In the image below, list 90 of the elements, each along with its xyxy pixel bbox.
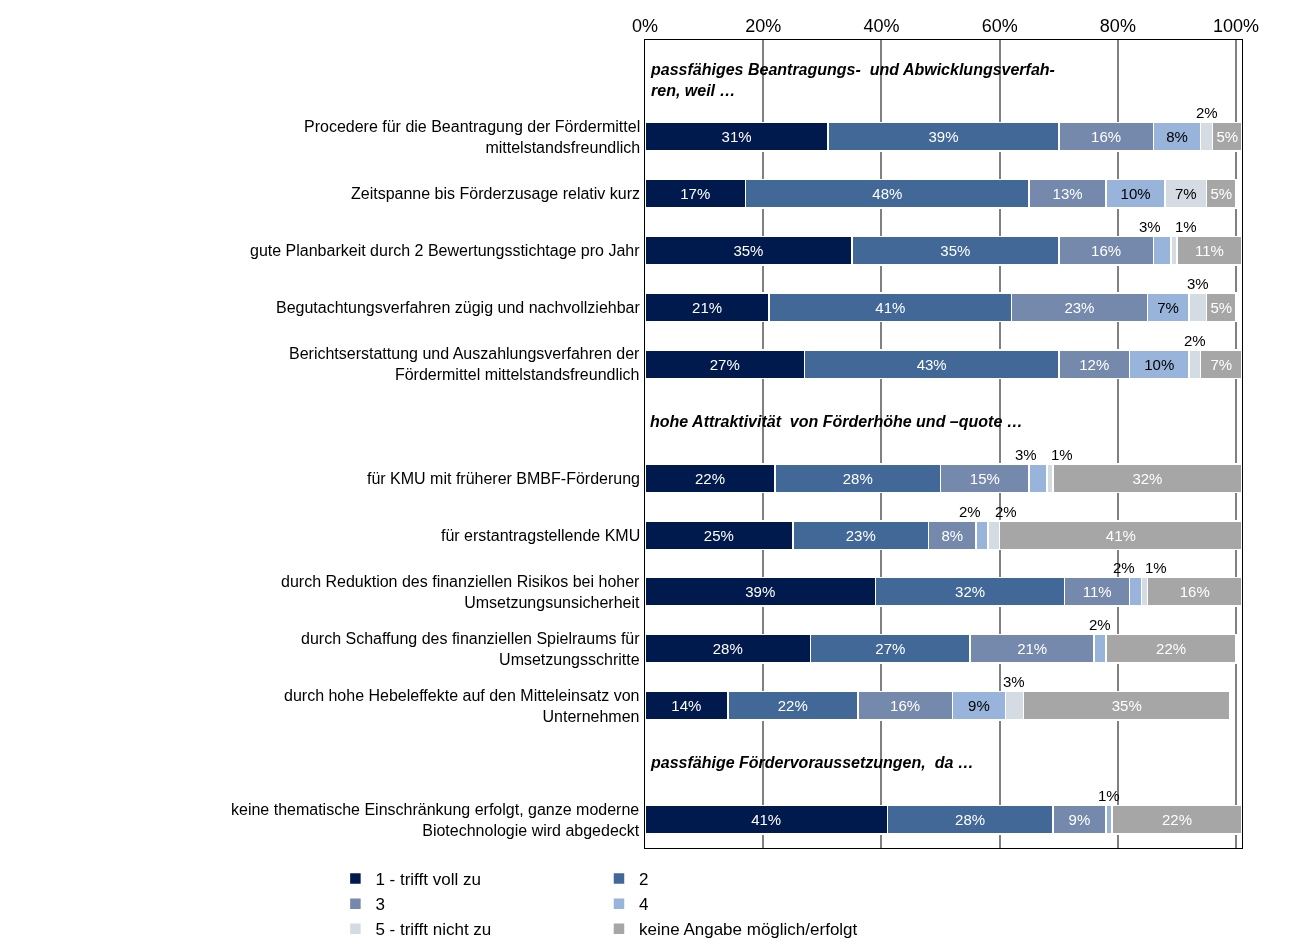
data-label: 35% xyxy=(940,242,971,260)
x-tick-label: 100% xyxy=(1213,15,1260,36)
x-tick-label: 40% xyxy=(863,15,900,36)
data-label: 5% xyxy=(1216,128,1239,146)
y-tick-label: für KMU mit früherer BMBF-Förderung xyxy=(367,470,640,487)
x-tick-label: 80% xyxy=(1099,15,1136,36)
data-label: 3% xyxy=(1015,446,1037,463)
data-label: 11% xyxy=(1195,242,1224,260)
data-label: 14% xyxy=(671,697,702,715)
data-label: 22% xyxy=(695,469,726,487)
data-label: 27% xyxy=(709,355,740,373)
data-label: 11% xyxy=(1082,583,1112,601)
data-label: 16% xyxy=(1091,242,1122,260)
data-label: 35% xyxy=(733,242,764,260)
data-label: 9% xyxy=(968,697,990,715)
data-label: 3% xyxy=(1139,218,1161,235)
data-label: 28% xyxy=(842,469,873,487)
legend-label: 5 - trifft nicht zu xyxy=(375,920,492,940)
data-label: 21% xyxy=(692,298,723,316)
data-label: 7% xyxy=(1157,298,1179,316)
data-label: 16% xyxy=(1179,583,1210,601)
data-label: 5% xyxy=(1210,185,1233,203)
data-label: 31% xyxy=(721,128,752,146)
y-tick-label: gute Planbarkeit durch 2 Bewertungsstichtage pro Jahr xyxy=(250,242,641,259)
data-label: 28% xyxy=(955,811,986,829)
data-label: 28% xyxy=(712,640,743,658)
data-label: 15% xyxy=(969,469,1000,487)
legend-label: 2 xyxy=(638,870,649,890)
data-label: 39% xyxy=(745,583,776,601)
y-tick-label: durch hohe Hebeleffekte auf den Mitteleinsatz von Unternehmen xyxy=(284,687,640,725)
data-label: 12% xyxy=(1079,355,1110,373)
data-label: 27% xyxy=(875,640,906,658)
data-label: 23% xyxy=(1064,298,1095,316)
data-label: 8% xyxy=(1166,128,1188,146)
data-label: 2% xyxy=(1089,616,1111,633)
data-label: 22% xyxy=(777,697,808,715)
data-label: 41% xyxy=(1105,526,1136,544)
data-label: 8% xyxy=(941,526,964,544)
data-label: 35% xyxy=(1111,697,1142,715)
data-label: 25% xyxy=(703,526,734,544)
data-label: 23% xyxy=(845,526,876,544)
data-label: 1% xyxy=(1145,559,1167,576)
legend-label: keine Angabe möglich/erfolgt xyxy=(638,920,858,940)
legend-label: 1 - trifft voll zu xyxy=(375,870,481,890)
data-label: 22% xyxy=(1161,811,1192,829)
data-label: 16% xyxy=(1091,128,1122,146)
x-tick-label: 60% xyxy=(981,15,1018,36)
data-label: 48% xyxy=(872,185,903,203)
data-label: 17% xyxy=(680,185,711,203)
y-tick-label: durch Schaffung des finanziellen Spielraums für Umsetzungsschritte xyxy=(301,630,641,668)
x-tick-label: 0% xyxy=(631,15,659,36)
y-tick-label: passfähige Fördervoraussetzungen, da … xyxy=(650,754,974,771)
data-label: 22% xyxy=(1156,640,1187,658)
data-label: 10% xyxy=(1120,185,1151,203)
y-tick-label: Zeitspanne bis Förderzusage relativ kurz xyxy=(351,185,641,202)
data-label: 2% xyxy=(995,503,1017,520)
data-label: 21% xyxy=(1017,640,1048,658)
data-label: 41% xyxy=(875,298,906,316)
data-label: 39% xyxy=(928,128,959,146)
data-label: 3% xyxy=(1187,275,1209,292)
data-label: 2% xyxy=(1113,559,1135,576)
data-label: 1% xyxy=(1175,218,1197,235)
data-label: 41% xyxy=(751,811,782,829)
legend-label: 4 xyxy=(638,895,649,915)
data-label: 16% xyxy=(890,697,921,715)
data-label: 1% xyxy=(1098,787,1120,804)
data-label: 10% xyxy=(1144,355,1175,373)
legend-label: 3 xyxy=(375,895,385,915)
y-tick-label: Procedere für die Beantragung der Fördermittel mittelstandsfreundlich xyxy=(304,118,641,156)
data-label: 1% xyxy=(1051,446,1073,463)
y-tick-label: hohe Attraktivität von Förderhöhe und –quote … xyxy=(650,413,1023,430)
x-tick-label: 20% xyxy=(745,15,782,36)
y-tick-label: für erstantragstellende KMU xyxy=(441,527,641,544)
data-label: 7% xyxy=(1175,185,1197,203)
data-label: 5% xyxy=(1210,298,1233,316)
data-label: 9% xyxy=(1068,811,1091,829)
data-label: 3% xyxy=(1003,673,1025,690)
y-tick-label: passfähiges Beantragungs- und Abwicklungsverfah- ren, weil … xyxy=(650,61,1055,99)
data-label: 32% xyxy=(955,583,986,601)
y-tick-label: durch Reduktion des finanziellen Risikos bei hoher Umsetzungsunsicherheit xyxy=(281,573,641,611)
data-label: 2% xyxy=(959,503,981,520)
y-tick-label: Begutachtungsverfahren zügig und nachvollziehbar xyxy=(276,299,641,316)
data-label: 43% xyxy=(916,355,947,373)
data-label: 2% xyxy=(1184,332,1206,349)
data-label: 13% xyxy=(1052,185,1083,203)
data-label: 2% xyxy=(1196,104,1218,121)
y-tick-label: keine thematische Einschränkung erfolgt, ganze moderne Biotechnologie wird abgedeckt xyxy=(231,801,640,839)
data-label: 32% xyxy=(1132,469,1163,487)
y-tick-label: Berichtserstattung und Auszahlungsverfahren der Fördermittel mittelstandsfreundlich xyxy=(289,345,641,383)
data-label: 7% xyxy=(1210,355,1233,373)
